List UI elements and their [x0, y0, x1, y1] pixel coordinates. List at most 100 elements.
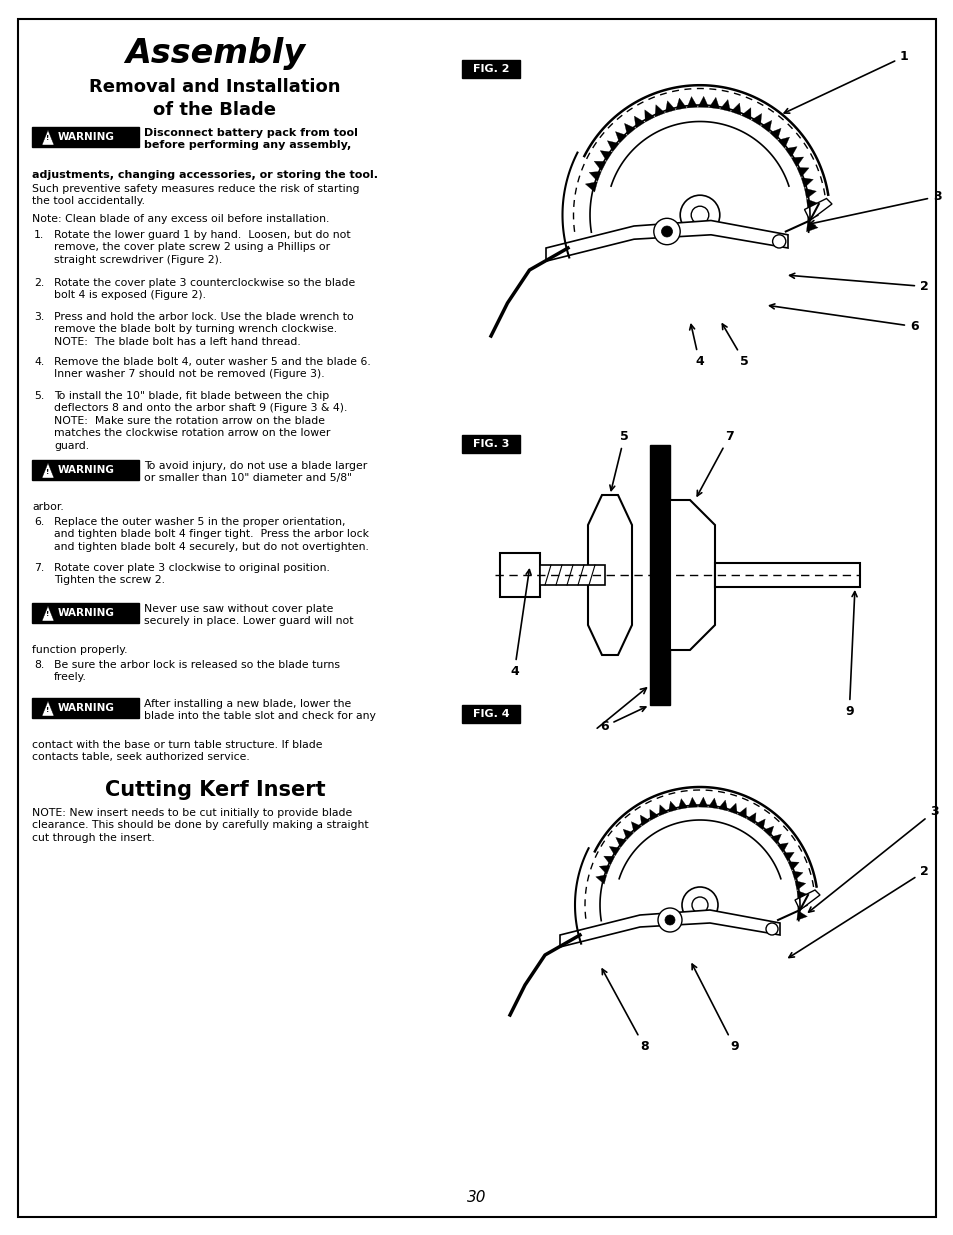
Text: 3: 3 — [809, 190, 941, 226]
Polygon shape — [790, 157, 802, 167]
Text: After installing a new blade, lower the
blade into the table slot and check for : After installing a new blade, lower the … — [144, 699, 375, 721]
Text: Press and hold the arbor lock. Use the blade wrench to
remove the blade bolt by : Press and hold the arbor lock. Use the b… — [54, 312, 354, 347]
Polygon shape — [796, 168, 808, 178]
Polygon shape — [615, 132, 626, 143]
Polygon shape — [801, 178, 813, 188]
Text: 7.: 7. — [34, 563, 44, 573]
Text: Be sure the arbor lock is released so the blade turns
freely.: Be sure the arbor lock is released so th… — [54, 659, 339, 683]
Polygon shape — [607, 141, 618, 152]
Text: WARNING: WARNING — [57, 132, 114, 142]
Polygon shape — [676, 98, 686, 110]
Text: 8.: 8. — [34, 659, 44, 671]
Polygon shape — [727, 803, 737, 814]
Polygon shape — [669, 500, 714, 650]
Text: Assembly: Assembly — [125, 37, 305, 70]
Polygon shape — [787, 862, 799, 871]
Polygon shape — [655, 105, 664, 117]
Text: 1: 1 — [783, 49, 908, 114]
Polygon shape — [599, 151, 612, 161]
Polygon shape — [796, 910, 806, 920]
Text: !: ! — [47, 706, 50, 713]
Text: WARNING: WARNING — [57, 703, 114, 713]
Polygon shape — [769, 128, 781, 140]
Text: 7: 7 — [697, 430, 733, 496]
Polygon shape — [751, 114, 760, 126]
Text: FIG. 4: FIG. 4 — [472, 709, 509, 719]
Polygon shape — [796, 890, 806, 900]
Text: 4.: 4. — [34, 357, 44, 367]
Polygon shape — [664, 101, 675, 112]
Polygon shape — [746, 813, 756, 824]
Polygon shape — [708, 98, 719, 109]
Polygon shape — [42, 606, 54, 621]
Text: Replace the outer washer 5 in the proper orientation,
and tighten blade bolt 4 f: Replace the outer washer 5 in the proper… — [54, 517, 369, 552]
Polygon shape — [678, 799, 687, 809]
Text: 8: 8 — [601, 969, 648, 1053]
Text: FIG. 3: FIG. 3 — [473, 438, 509, 450]
Polygon shape — [794, 890, 820, 910]
Bar — [32, 127, 139, 147]
Polygon shape — [760, 120, 771, 132]
Polygon shape — [784, 147, 797, 157]
Circle shape — [691, 897, 707, 913]
Polygon shape — [595, 874, 606, 884]
Polygon shape — [714, 563, 859, 587]
Text: To install the 10" blade, fit blade between the chip
deflectors 8 and onto the a: To install the 10" blade, fit blade betw… — [54, 391, 347, 451]
Bar — [461, 435, 519, 453]
Polygon shape — [806, 199, 818, 210]
Circle shape — [681, 887, 718, 923]
Polygon shape — [668, 802, 678, 813]
Polygon shape — [42, 463, 54, 478]
Text: 5: 5 — [721, 324, 748, 368]
Polygon shape — [559, 910, 780, 947]
Text: 5.: 5. — [34, 391, 44, 401]
Polygon shape — [687, 798, 698, 808]
Text: 3: 3 — [808, 805, 938, 913]
Polygon shape — [791, 871, 802, 881]
Text: Rotate the lower guard 1 by hand.  Loosen, but do not
remove, the cover plate sc: Rotate the lower guard 1 by hand. Loosen… — [54, 230, 351, 264]
Bar — [649, 445, 669, 705]
Text: Such preventive safety measures reduce the risk of starting
the tool accidentall: Such preventive safety measures reduce t… — [32, 184, 359, 206]
Polygon shape — [707, 798, 718, 809]
Text: contact with the base or turn table structure. If blade
contacts table, seek aut: contact with the base or turn table stru… — [32, 740, 322, 762]
Circle shape — [658, 908, 681, 932]
Polygon shape — [770, 834, 781, 845]
Text: To avoid injury, do not use a blade larger
or smaller than 10" diameter and 5/8": To avoid injury, do not use a blade larg… — [144, 461, 367, 483]
Bar — [32, 603, 139, 622]
Polygon shape — [730, 103, 740, 115]
Circle shape — [691, 206, 708, 224]
Text: 9: 9 — [691, 965, 738, 1053]
Polygon shape — [545, 221, 787, 261]
Text: 2: 2 — [789, 273, 928, 293]
Text: 6: 6 — [599, 706, 645, 734]
Polygon shape — [720, 100, 730, 111]
Polygon shape — [794, 881, 805, 890]
Text: Rotate cover plate 3 clockwise to original position.
Tighten the screw 2.: Rotate cover plate 3 clockwise to origin… — [54, 563, 330, 585]
Bar — [461, 61, 519, 78]
Bar — [32, 459, 139, 480]
Bar — [499, 553, 539, 597]
Text: 5: 5 — [609, 430, 628, 490]
Bar — [539, 564, 604, 585]
Text: 6.: 6. — [34, 517, 44, 527]
Text: 2.: 2. — [34, 278, 44, 288]
Text: arbor.: arbor. — [32, 501, 64, 513]
Text: Disconnect battery pack from tool
before performing any assembly,: Disconnect battery pack from tool before… — [144, 128, 357, 151]
Polygon shape — [615, 837, 626, 847]
Polygon shape — [644, 110, 654, 122]
Text: function properly.: function properly. — [32, 645, 128, 655]
Polygon shape — [649, 809, 659, 820]
Polygon shape — [42, 130, 54, 144]
Text: !: ! — [47, 611, 50, 618]
Text: NOTE: New insert needs to be cut initially to provide blade
clearance. This shou: NOTE: New insert needs to be cut initial… — [32, 808, 368, 842]
Polygon shape — [755, 819, 764, 830]
Text: 3.: 3. — [34, 312, 44, 322]
Circle shape — [660, 226, 672, 237]
Polygon shape — [777, 137, 789, 148]
Text: Remove the blade bolt 4, outer washer 5 and the blade 6.
Inner washer 7 should n: Remove the blade bolt 4, outer washer 5 … — [54, 357, 371, 379]
Polygon shape — [42, 701, 54, 716]
Text: 9: 9 — [844, 592, 856, 718]
Polygon shape — [598, 866, 610, 874]
Polygon shape — [718, 800, 727, 811]
Polygon shape — [609, 846, 619, 856]
